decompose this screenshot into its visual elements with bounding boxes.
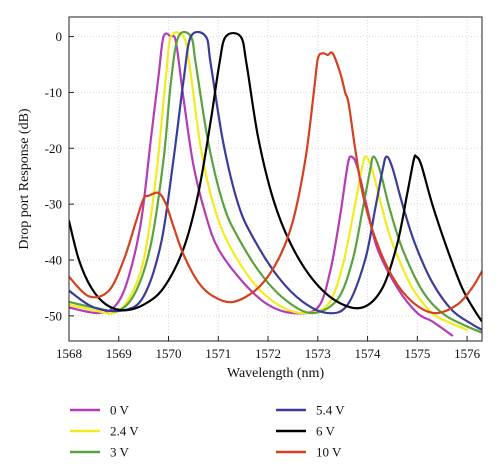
x-tick-label: 1574 xyxy=(355,346,382,361)
plot-frame xyxy=(68,16,483,342)
y-tick-label: 0 xyxy=(56,29,63,44)
series-line-2-4-v xyxy=(69,31,469,331)
legend-label: 0 V xyxy=(110,403,130,418)
y-tick-label: -20 xyxy=(45,141,62,156)
series-line-3-v xyxy=(69,30,482,334)
y-axis-title: Drop port Response (dB) xyxy=(17,108,32,249)
legend-label: 5.4 V xyxy=(316,403,345,418)
x-tick-label: 1575 xyxy=(404,346,430,361)
y-tick-label: -30 xyxy=(45,197,62,212)
series-line-6-v xyxy=(69,31,482,323)
x-tick-label: 1571 xyxy=(205,346,231,361)
y-tick-label: -50 xyxy=(45,308,62,323)
legend-label: 10 V xyxy=(316,445,342,460)
x-tick-label: 1572 xyxy=(255,346,281,361)
legend-label: 6 V xyxy=(316,424,336,439)
y-tick-label: -10 xyxy=(45,85,62,100)
x-tick-label: 1576 xyxy=(454,346,481,361)
ticks: 1568 1569 1570 1571 1572 1573 1574 1575 1576 0 -10… xyxy=(45,29,481,361)
y-tick-label: -40 xyxy=(45,253,62,268)
series-line-10-v xyxy=(69,51,482,315)
x-axis-title: Wavelength (nm) xyxy=(227,366,325,381)
legend-label: 3 V xyxy=(110,445,130,460)
x-tick-label: 1573 xyxy=(305,346,331,361)
x-tick-label: 1568 xyxy=(56,346,82,361)
legend-label: 2.4 V xyxy=(110,424,139,439)
legend: 0 V 2.4 V 3 V 5.4 V 6 V 10 V xyxy=(70,403,345,460)
x-tick-label: 1570 xyxy=(156,346,182,361)
x-tick-label: 1569 xyxy=(106,346,132,361)
series-lines xyxy=(69,30,482,337)
